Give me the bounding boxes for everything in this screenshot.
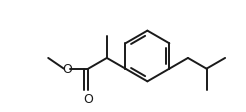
Text: O: O <box>83 92 93 105</box>
Text: O: O <box>62 63 72 75</box>
